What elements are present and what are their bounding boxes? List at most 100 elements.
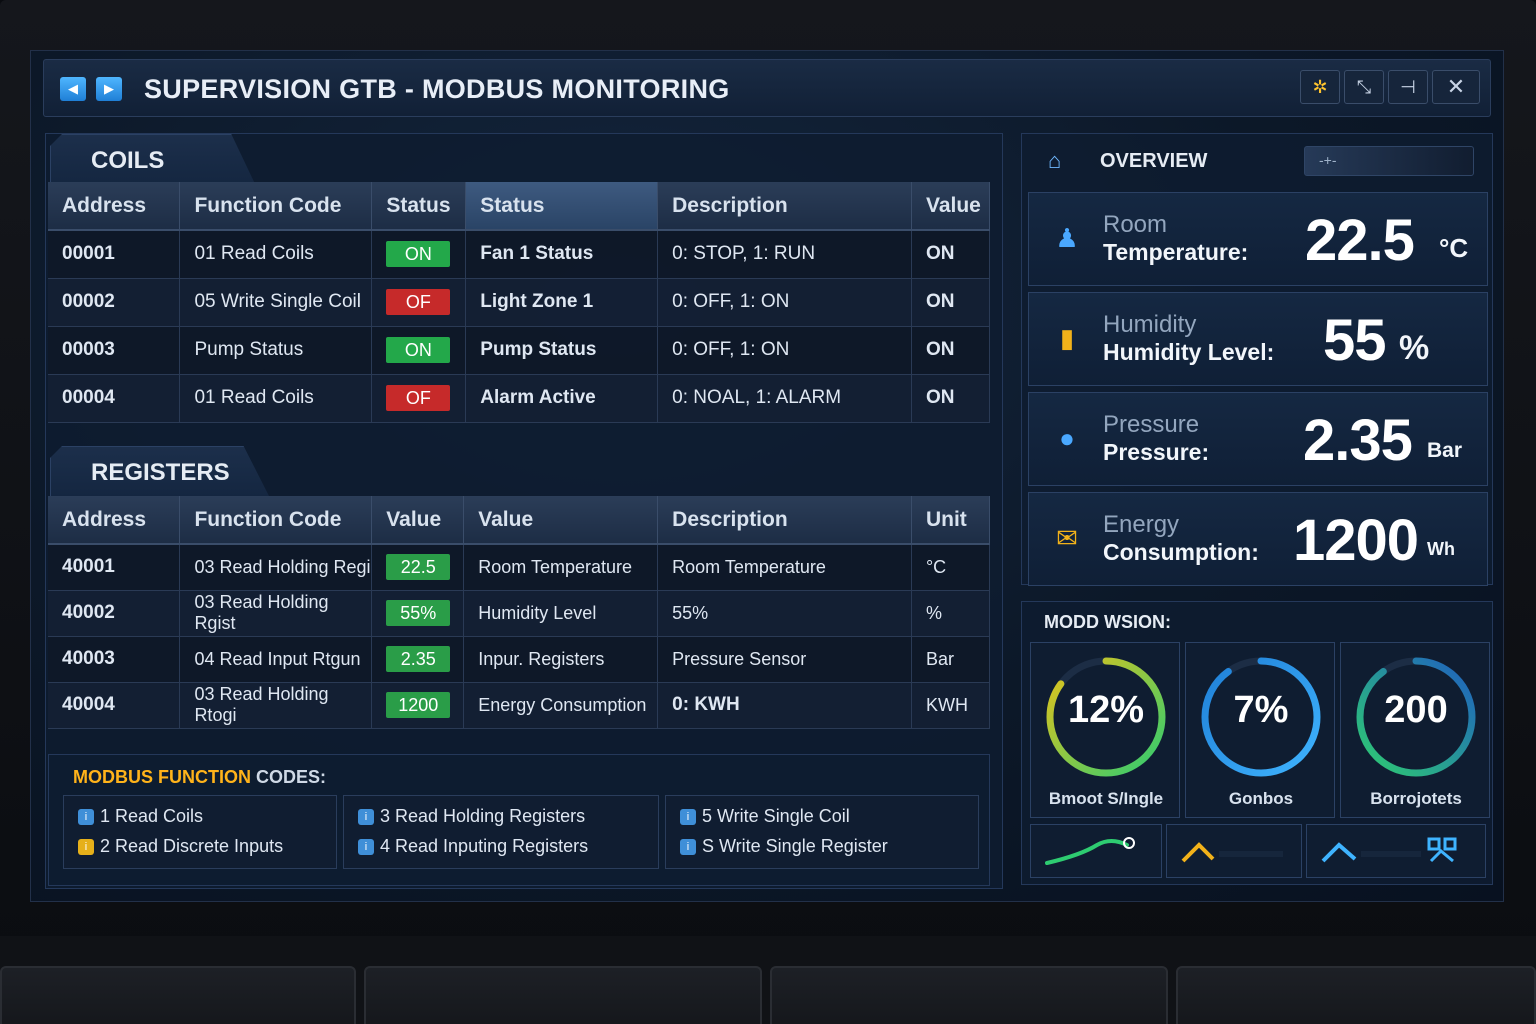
status-badge[interactable]: ON	[386, 241, 451, 268]
resize-icon[interactable]: ⤡	[1344, 70, 1384, 104]
trend-button-2[interactable]	[1166, 824, 1302, 878]
close-icon[interactable]: ✕	[1432, 70, 1480, 104]
value-badge[interactable]: 22.5	[386, 554, 451, 581]
function-code-item: i 2 Read Discrete Inputs	[78, 836, 283, 857]
gauge-label: Gonbos	[1228, 789, 1294, 808]
peak-icon	[1181, 842, 1283, 863]
function-codes-title-rest: CODES:	[251, 767, 327, 787]
screen: ◀ ▶ SUPERVISION GTB - MODBUS MONITORING …	[30, 50, 1504, 902]
overview-title: OVERVIEW	[1100, 150, 1208, 172]
table-row[interactable]: 40001 03 Read Holding Regi 22.5 Room Tem…	[48, 544, 991, 591]
col-address[interactable]: Address	[48, 182, 181, 231]
register-description: Pressure Sensor	[657, 636, 912, 683]
register-unit: %	[911, 590, 991, 637]
thermometer-icon: ♟	[1055, 223, 1079, 253]
col-address[interactable]: Address	[48, 496, 181, 545]
trend-button-1[interactable]	[1030, 824, 1162, 878]
app-icon-left[interactable]: ◀	[60, 77, 86, 101]
coil-address: 00002	[48, 278, 181, 327]
coil-function: 01 Read Coils	[179, 230, 373, 279]
register-unit: Bar	[911, 636, 991, 683]
temperature-card[interactable]: ♟ Room Temperature: 22.5 °C	[1028, 192, 1488, 286]
table-row[interactable]: 00002 05 Write Single Coil OF Light Zone…	[48, 278, 991, 327]
gauge-3[interactable]: 200 Borrojotets	[1340, 642, 1490, 818]
status-badge[interactable]: OF	[386, 385, 451, 411]
function-codes-col-2: i 3 Read Holding Registers i 4 Read Inputi…	[343, 795, 659, 869]
hardware-key-2[interactable]	[364, 966, 762, 1024]
value-badge[interactable]: 1200	[386, 692, 451, 718]
pressure-card[interactable]: ● Pressure Pressure: 2.35 Bar	[1028, 392, 1488, 486]
card-label: Pressure	[1103, 411, 1200, 438]
col-description[interactable]: Description	[657, 496, 912, 545]
humidity-unit: %	[1399, 329, 1430, 367]
table-row[interactable]: 40002 03 Read Holding Rgist 55% Humidity…	[48, 590, 991, 637]
overview-slider[interactable]: -+-	[1304, 146, 1474, 176]
settings-icon[interactable]: ✲	[1300, 70, 1340, 104]
gauge-value: 12%	[1067, 689, 1145, 731]
register-function: 04 Read Input Rtgun	[179, 636, 373, 683]
function-codes-col-3: i 5 Write Single Coil i S Write Single Reg…	[665, 795, 979, 869]
register-function: 03 Read Holding Regi	[179, 544, 373, 591]
col-value[interactable]: Value	[371, 496, 465, 545]
register-function: 03 Read Holding Rtogi	[179, 682, 373, 729]
status-badge[interactable]: ON	[386, 337, 451, 363]
gauge-2[interactable]: 7% Gonbos	[1185, 642, 1335, 818]
coil-name: Pump Status	[465, 326, 659, 375]
coils-tab[interactable]: COILS	[50, 134, 256, 186]
coil-name: Alarm Active	[465, 374, 659, 423]
col-function-code[interactable]: Function Code	[179, 496, 373, 545]
home-icon[interactable]: ⌂	[1048, 148, 1062, 173]
value-badge[interactable]: 2.35	[386, 646, 451, 672]
table-row[interactable]: 00003 Pump Status ON Pump Status 0: OFF,…	[48, 326, 991, 375]
minimize-icon[interactable]: ⊣	[1388, 70, 1428, 104]
function-code-label: 1 Read Coils	[100, 806, 204, 826]
col-status[interactable]: Status	[371, 182, 467, 231]
col-unit[interactable]: Unit	[911, 496, 991, 545]
gauge-ring-icon	[1046, 657, 1166, 777]
coil-address: 00004	[48, 374, 181, 423]
coil-description: 0: OFF, 1: ON	[657, 278, 912, 327]
gauge-value: 7%	[1233, 689, 1289, 731]
hardware-key-4[interactable]	[1176, 966, 1536, 1024]
col-value-name[interactable]: Value	[463, 496, 659, 545]
coil-description: 0: NOAL, 1: ALARM	[657, 374, 912, 423]
temperature-unit: °C	[1439, 233, 1469, 263]
status-badge[interactable]: OF	[386, 289, 451, 315]
hardware-key-3[interactable]	[770, 966, 1168, 1024]
col-function-code[interactable]: Function Code	[179, 182, 373, 231]
table-row[interactable]: 00001 01 Read Coils ON Fan 1 Status 0: S…	[48, 230, 991, 279]
table-row[interactable]: 00004 01 Read Coils OF Alarm Active 0: N…	[48, 374, 991, 423]
hardware-key-1[interactable]	[0, 966, 356, 1024]
coil-value: ON	[911, 374, 991, 423]
envelope-icon: ✉	[1056, 523, 1078, 553]
humidity-card[interactable]: ▮ Humidity Humidity Level: 55 %	[1028, 292, 1488, 386]
function-code-item: i 1 Read Coils	[78, 806, 203, 827]
pressure-icon: ●	[1059, 423, 1075, 453]
register-description: 55%	[657, 590, 912, 637]
energy-card[interactable]: ✉ Energy Consumption: 1200 Wh	[1028, 492, 1488, 586]
col-description[interactable]: Description	[657, 182, 912, 231]
function-code-label: 5 Write Single Coil	[702, 806, 850, 826]
table-row[interactable]: 40003 04 Read Input Rtgun 2.35 Inpur. Re…	[48, 636, 991, 683]
gauge-value: 200	[1384, 689, 1448, 731]
register-description: Room Temperature	[657, 544, 912, 591]
function-code-item: i 4 Read Inputing Registers	[358, 836, 588, 857]
card-label: Humidity	[1103, 311, 1197, 338]
register-name: Energy Consumption	[463, 682, 659, 729]
app-icon-right[interactable]: ▶	[96, 77, 122, 101]
title-bar: ◀ ▶ SUPERVISION GTB - MODBUS MONITORING …	[43, 59, 1491, 117]
gauge-label: Bmoot S/Ingle	[1048, 789, 1164, 808]
registers-tab[interactable]: REGISTERS	[50, 446, 270, 498]
col-status-name[interactable]: Status	[465, 182, 659, 231]
value-badge[interactable]: 55%	[386, 600, 451, 626]
temperature-value: 22.5	[1305, 208, 1415, 273]
table-row[interactable]: 40004 03 Read Holding Rtogi 1200 Energy …	[48, 682, 991, 729]
gauge-1[interactable]: 12% Bmoot S/Ingle	[1030, 642, 1180, 818]
gauge-ring-icon	[1201, 657, 1321, 777]
trend-line-icon	[1045, 837, 1135, 865]
col-value[interactable]: Value	[911, 182, 991, 231]
trend-button-3[interactable]	[1306, 824, 1486, 878]
modes-panel: MODD WSION: 12% Bmoot S/Ingle 7% Gonbos	[1021, 601, 1493, 885]
coil-description: 0: STOP, 1: RUN	[657, 230, 912, 279]
function-codes-title: MODBUS FUNCTION CODES:	[73, 767, 326, 788]
